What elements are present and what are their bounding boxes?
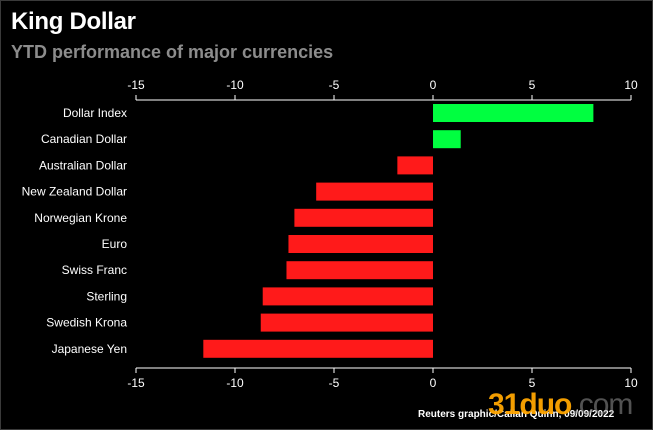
category-label: Swedish Krona xyxy=(46,316,127,330)
watermark-suffix: .com xyxy=(571,388,633,421)
category-label: Australian Dollar xyxy=(39,158,127,172)
category-label: Swiss Franc xyxy=(62,263,127,277)
top-tick-label: 10 xyxy=(624,78,638,92)
site-watermark: 31duo.com xyxy=(488,388,633,422)
top-tick-label: 0 xyxy=(430,78,437,92)
top-tick-label: 5 xyxy=(529,78,536,92)
category-label: Norwegian Krone xyxy=(34,211,127,225)
bar xyxy=(262,287,433,306)
bottom-tick-label: 5 xyxy=(529,376,536,390)
watermark-brand: 31duo xyxy=(488,388,572,421)
bottom-tick-label: -10 xyxy=(226,376,244,390)
top-tick-label: -15 xyxy=(127,78,145,92)
chart-title: King Dollar xyxy=(11,8,136,35)
bar xyxy=(397,156,433,175)
top-tick-label: -10 xyxy=(226,78,244,92)
source-credit: Reuters graphic/Callan Quinn, 09/09/2022 xyxy=(418,409,615,420)
bottom-tick-label: 10 xyxy=(624,376,638,390)
bar xyxy=(286,261,433,280)
bar xyxy=(203,339,433,358)
bar xyxy=(260,313,433,332)
bar xyxy=(433,130,461,149)
category-label: New Zealand Dollar xyxy=(22,185,127,199)
category-label: Euro xyxy=(102,237,128,251)
bottom-tick-label: -5 xyxy=(329,376,340,390)
category-label: Sterling xyxy=(86,289,127,303)
bar xyxy=(294,208,433,227)
bar xyxy=(316,182,433,201)
bar xyxy=(433,104,594,122)
bottom-tick-label: -15 xyxy=(127,376,145,390)
top-tick-label: -5 xyxy=(329,78,340,92)
category-label: Japanese Yen xyxy=(52,342,127,356)
category-label: Dollar Index xyxy=(63,106,127,120)
bar xyxy=(288,235,433,253)
chart-subtitle: YTD performance of major currencies xyxy=(11,42,334,62)
category-label: Canadian Dollar xyxy=(41,132,127,146)
bottom-tick-label: 0 xyxy=(430,376,437,390)
